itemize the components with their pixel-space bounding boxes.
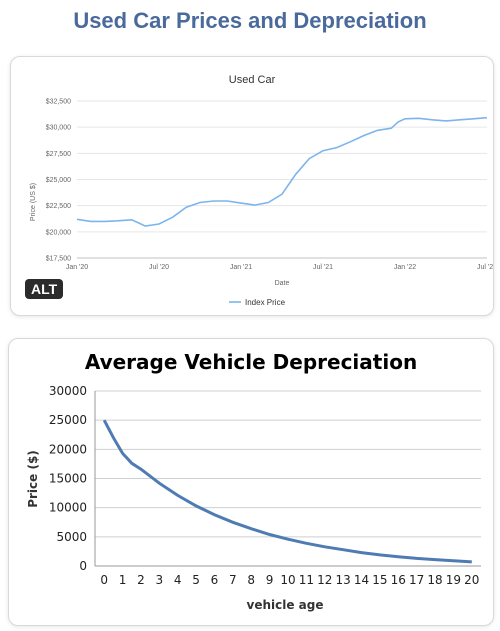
y-tick-label: $27,500: [46, 151, 71, 158]
x-tick-label: 17: [409, 573, 424, 587]
depreciation-chart-card: Average Vehicle Depreciation 0 5000 10000 1…: [8, 338, 494, 626]
alt-text-badge[interactable]: ALT: [25, 279, 64, 299]
y-tick-label: 15000: [49, 472, 87, 486]
y-tick-label: 30000: [49, 384, 87, 398]
series-line-index-price: [76, 116, 488, 227]
x-tick-label: Jul '20: [149, 264, 169, 271]
x-tick-label: 18: [427, 573, 442, 587]
chart-title: Used Car: [229, 74, 276, 86]
x-tick-label: 15: [372, 573, 387, 587]
y-tick-label: $25,000: [46, 177, 71, 184]
x-tick-label: Jul '21: [313, 264, 333, 271]
x-tick-label: 4: [174, 573, 182, 587]
page-title: Used Car Prices and Depreciation: [73, 8, 427, 33]
x-tick-label: 2: [137, 573, 145, 587]
y-tick-label: $32,500: [46, 99, 71, 106]
depreciation-chart: Average Vehicle Depreciation 0 5000 10000 1…: [26, 350, 481, 612]
y-tick-label: $17,500: [46, 256, 71, 263]
x-tick-label: Jan '22: [394, 264, 416, 271]
x-tick-label: 6: [211, 573, 219, 587]
y-tick-label: 5000: [56, 530, 87, 544]
chart-title: Average Vehicle Depreciation: [85, 350, 417, 374]
y-tick-label: 0: [79, 559, 87, 573]
y-tick-label: $30,000: [46, 125, 71, 132]
x-tick-label: 20: [464, 573, 479, 587]
x-tick-label: 7: [229, 573, 237, 587]
y-tick-label: 20000: [49, 442, 87, 456]
x-tick-label: 13: [336, 573, 351, 587]
used-car-chart-card: Used Car $17,500 $20,000 $22,500 $25,000 $27…: [10, 56, 494, 316]
y-tick-label: $22,500: [46, 203, 71, 210]
x-tick-label: 8: [247, 573, 255, 587]
x-tick-label: 10: [280, 573, 295, 587]
legend-label-index-price[interactable]: Index Price: [245, 298, 286, 307]
x-tick-label: 12: [317, 573, 332, 587]
x-tick-label: Jul '22: [477, 264, 493, 271]
x-axis-label: vehicle age: [247, 598, 324, 612]
x-tick-label: 14: [354, 573, 369, 587]
x-tick-label: 3: [156, 573, 164, 587]
x-tick-label: 11: [299, 573, 314, 587]
x-tick-label: 9: [266, 573, 274, 587]
x-tick-label: 5: [192, 573, 200, 587]
series-line-depreciation: [102, 419, 472, 564]
y-tick-label: 25000: [49, 413, 87, 427]
y-axis-label: Price (US $): [30, 183, 37, 221]
y-axis-label: Price ($): [26, 450, 40, 508]
y-tick-label: 10000: [49, 501, 87, 515]
x-tick-label: 19: [446, 573, 461, 587]
x-tick-label: 0: [100, 573, 108, 587]
y-tick-label: $20,000: [46, 229, 71, 236]
x-axis-label: Date: [275, 280, 290, 287]
x-tick-label: 16: [391, 573, 406, 587]
x-tick-label: Jan '21: [230, 264, 252, 271]
x-tick-label: 1: [119, 573, 127, 587]
used-car-chart: Used Car $17,500 $20,000 $22,500 $25,000 $27…: [30, 74, 493, 307]
x-tick-label: Jan '20: [66, 264, 88, 271]
